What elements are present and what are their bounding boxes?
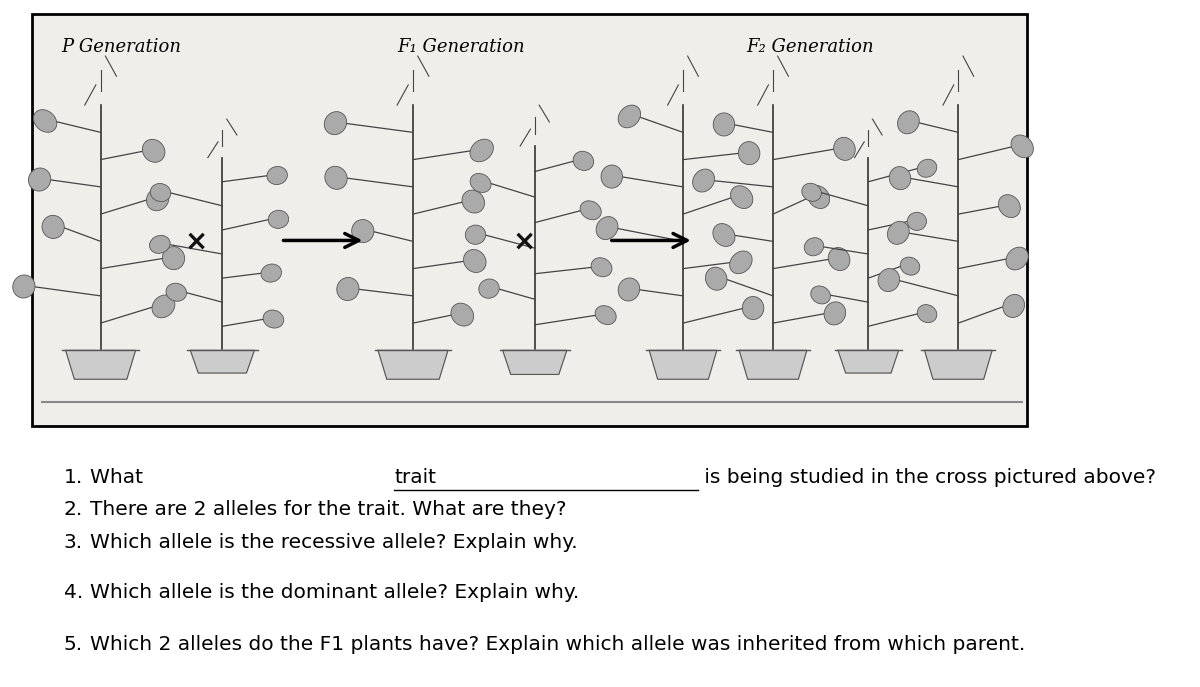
Ellipse shape — [917, 304, 937, 323]
Text: P Generation: P Generation — [61, 38, 181, 56]
Ellipse shape — [29, 168, 50, 191]
Ellipse shape — [574, 151, 594, 170]
Text: 2.: 2. — [64, 500, 83, 519]
Ellipse shape — [150, 183, 170, 201]
Ellipse shape — [834, 137, 856, 160]
Ellipse shape — [898, 111, 919, 134]
Ellipse shape — [889, 167, 911, 190]
Ellipse shape — [888, 221, 910, 245]
Ellipse shape — [595, 306, 616, 324]
Ellipse shape — [713, 113, 734, 136]
Ellipse shape — [618, 105, 641, 128]
Text: F₂ Generation: F₂ Generation — [746, 38, 874, 56]
Text: There are 2 alleles for the trait. What are they?: There are 2 alleles for the trait. What … — [90, 500, 566, 519]
Polygon shape — [503, 350, 566, 374]
Polygon shape — [838, 350, 899, 373]
Ellipse shape — [1003, 295, 1025, 317]
Ellipse shape — [1006, 247, 1028, 270]
Ellipse shape — [13, 275, 35, 298]
Text: 4.: 4. — [64, 583, 83, 602]
Text: is being studied in the cross pictured above?: is being studied in the cross pictured a… — [698, 468, 1156, 487]
Ellipse shape — [917, 159, 937, 177]
Ellipse shape — [811, 286, 830, 304]
Text: Which allele is the recessive allele? Explain why.: Which allele is the recessive allele? Ex… — [90, 532, 577, 552]
Ellipse shape — [34, 110, 56, 133]
Ellipse shape — [451, 303, 474, 326]
Ellipse shape — [743, 297, 764, 319]
Bar — [31, 14, 1027, 426]
Polygon shape — [924, 350, 992, 379]
Ellipse shape — [592, 258, 612, 277]
Text: Which 2 alleles do the F1 plants have? Explain which allele was inherited from w: Which 2 alleles do the F1 plants have? E… — [90, 635, 1025, 654]
Ellipse shape — [804, 238, 823, 256]
Polygon shape — [66, 350, 136, 379]
Ellipse shape — [162, 247, 185, 270]
Ellipse shape — [266, 166, 288, 185]
Ellipse shape — [470, 173, 491, 192]
Ellipse shape — [731, 185, 752, 208]
Ellipse shape — [998, 194, 1020, 218]
Ellipse shape — [618, 278, 640, 301]
Ellipse shape — [824, 302, 846, 325]
Ellipse shape — [692, 169, 714, 192]
Ellipse shape — [828, 247, 850, 271]
Ellipse shape — [352, 220, 374, 243]
Ellipse shape — [907, 212, 926, 230]
Ellipse shape — [463, 249, 486, 273]
Ellipse shape — [808, 185, 829, 208]
Ellipse shape — [324, 112, 347, 135]
Ellipse shape — [900, 257, 919, 275]
Ellipse shape — [337, 278, 359, 300]
Text: F₁ Generation: F₁ Generation — [397, 38, 524, 56]
Polygon shape — [739, 350, 806, 379]
Ellipse shape — [462, 190, 485, 213]
Ellipse shape — [470, 139, 493, 161]
Ellipse shape — [466, 225, 486, 245]
Ellipse shape — [150, 236, 170, 254]
Polygon shape — [649, 350, 716, 379]
Text: ×: × — [185, 228, 208, 256]
Ellipse shape — [730, 251, 752, 273]
Ellipse shape — [152, 295, 175, 318]
Ellipse shape — [580, 201, 601, 220]
Ellipse shape — [325, 166, 347, 190]
Ellipse shape — [802, 183, 821, 201]
Polygon shape — [378, 350, 448, 379]
Ellipse shape — [166, 283, 186, 302]
Ellipse shape — [263, 310, 283, 328]
Ellipse shape — [706, 267, 727, 290]
Text: Which allele is the dominant allele? Explain why.: Which allele is the dominant allele? Exp… — [90, 583, 580, 602]
Text: 1.: 1. — [64, 468, 83, 487]
Text: ×: × — [512, 228, 536, 256]
Ellipse shape — [146, 188, 169, 211]
Ellipse shape — [1012, 135, 1033, 158]
Text: 5.: 5. — [64, 635, 83, 654]
Ellipse shape — [596, 216, 618, 240]
Ellipse shape — [42, 215, 65, 238]
Ellipse shape — [601, 165, 623, 188]
Polygon shape — [191, 350, 254, 373]
Ellipse shape — [479, 279, 499, 298]
Ellipse shape — [738, 142, 760, 165]
Text: What: What — [90, 468, 149, 487]
Text: 3.: 3. — [64, 532, 83, 552]
Ellipse shape — [268, 210, 288, 228]
Text: trait: trait — [394, 468, 436, 487]
Ellipse shape — [262, 264, 282, 282]
Ellipse shape — [713, 223, 734, 247]
Ellipse shape — [143, 139, 164, 162]
Ellipse shape — [878, 269, 900, 291]
